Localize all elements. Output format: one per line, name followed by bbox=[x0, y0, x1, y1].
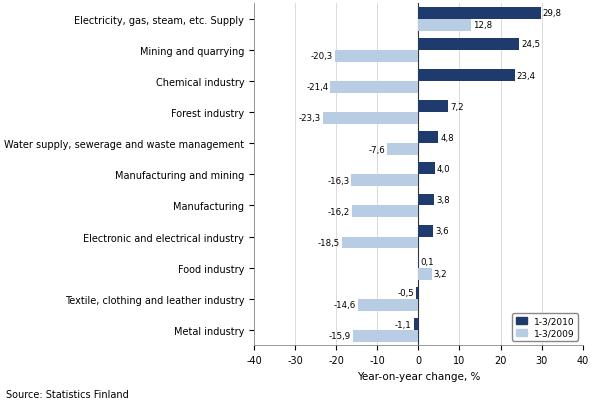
Bar bbox=[416, 287, 418, 299]
Bar bbox=[353, 330, 418, 342]
Text: 4,8: 4,8 bbox=[440, 134, 454, 142]
Text: -21,4: -21,4 bbox=[306, 83, 329, 92]
Text: -20,3: -20,3 bbox=[311, 52, 333, 61]
Text: -23,3: -23,3 bbox=[298, 114, 321, 123]
Bar bbox=[342, 237, 418, 249]
Text: 23,4: 23,4 bbox=[517, 71, 535, 80]
Text: 4,0: 4,0 bbox=[437, 164, 451, 174]
Bar bbox=[418, 39, 519, 51]
Bar bbox=[418, 70, 515, 82]
Text: 3,2: 3,2 bbox=[433, 269, 447, 278]
Text: 12,8: 12,8 bbox=[473, 21, 492, 30]
Bar bbox=[387, 144, 418, 156]
Text: -18,5: -18,5 bbox=[318, 238, 340, 247]
Bar bbox=[335, 51, 418, 63]
Bar bbox=[418, 268, 432, 280]
Text: 3,8: 3,8 bbox=[436, 196, 449, 205]
Text: -0,5: -0,5 bbox=[397, 289, 415, 298]
Text: -1,1: -1,1 bbox=[395, 320, 412, 329]
Text: Source: Statistics Finland: Source: Statistics Finland bbox=[6, 389, 129, 399]
Text: -14,6: -14,6 bbox=[334, 300, 356, 310]
Text: 7,2: 7,2 bbox=[450, 102, 464, 111]
Text: 24,5: 24,5 bbox=[521, 41, 540, 49]
Bar bbox=[418, 225, 433, 237]
Bar bbox=[418, 20, 471, 31]
X-axis label: Year-on-year change, %: Year-on-year change, % bbox=[356, 371, 480, 381]
Text: 3,6: 3,6 bbox=[435, 227, 449, 235]
Bar bbox=[418, 132, 438, 144]
Bar bbox=[414, 318, 418, 330]
Text: 29,8: 29,8 bbox=[543, 9, 562, 18]
Bar bbox=[418, 101, 448, 113]
Bar bbox=[358, 299, 418, 311]
Text: -15,9: -15,9 bbox=[329, 332, 351, 340]
Bar bbox=[352, 206, 418, 218]
Legend: 1-3/2010, 1-3/2009: 1-3/2010, 1-3/2009 bbox=[512, 313, 578, 341]
Bar bbox=[330, 82, 418, 93]
Bar bbox=[352, 175, 418, 187]
Text: -16,2: -16,2 bbox=[327, 207, 350, 216]
Text: -16,3: -16,3 bbox=[327, 176, 349, 185]
Bar bbox=[418, 163, 435, 175]
Text: -7,6: -7,6 bbox=[368, 145, 385, 154]
Bar bbox=[323, 113, 418, 125]
Bar bbox=[418, 194, 434, 206]
Text: 0,1: 0,1 bbox=[421, 257, 435, 267]
Bar bbox=[418, 8, 541, 20]
